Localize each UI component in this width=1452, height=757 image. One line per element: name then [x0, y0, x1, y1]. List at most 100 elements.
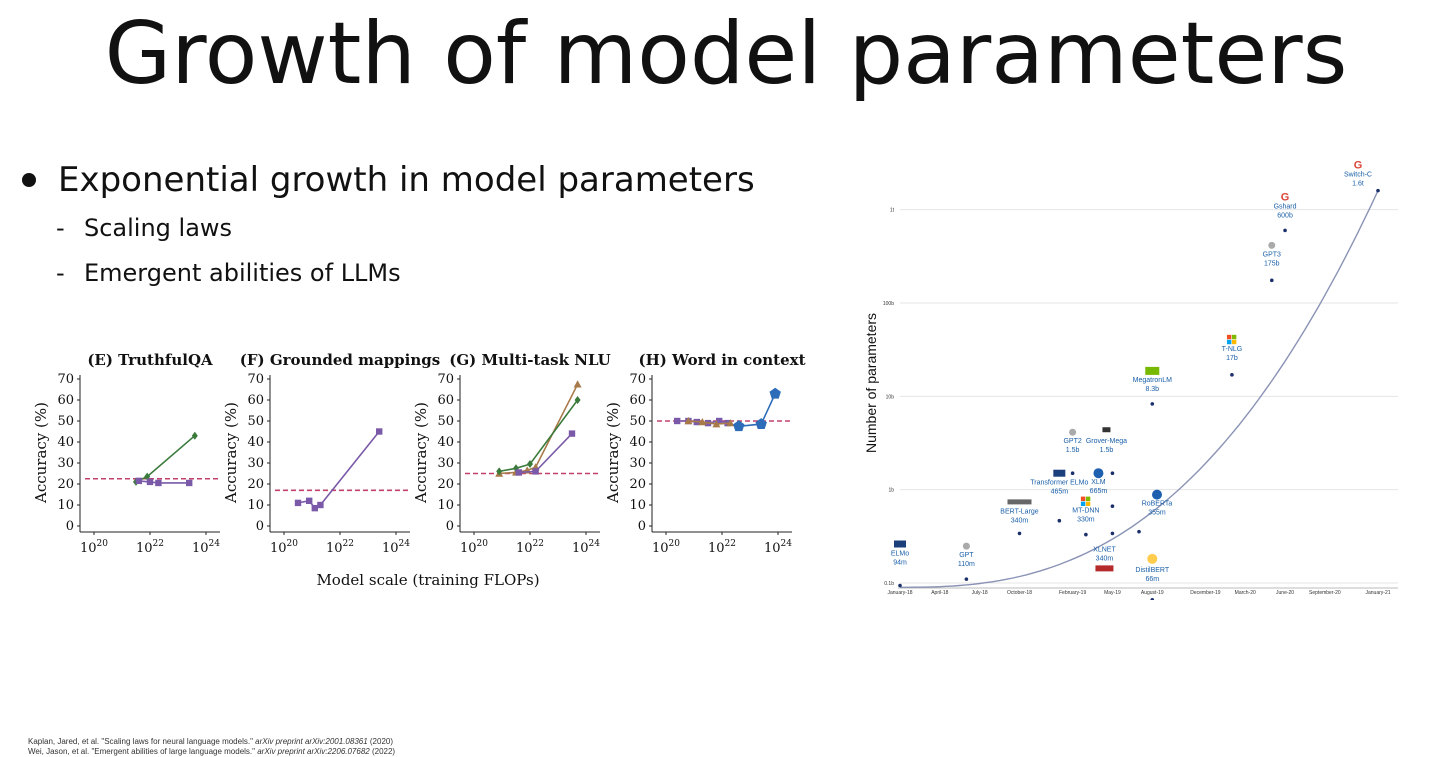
data-point [527, 460, 533, 469]
model-point: RoBERTa 355m [1137, 489, 1173, 534]
data-point [674, 417, 681, 425]
y-tick-label: 40 [629, 435, 646, 450]
data-point [1084, 532, 1088, 537]
y-tick-label: 10 [437, 498, 454, 513]
data-point [496, 467, 503, 476]
model-size: 1.5b [1066, 447, 1080, 454]
panel-2: (F) Grounded mappings0102030405060701020… [222, 351, 440, 556]
y-tick-label: 0 [256, 519, 264, 534]
model-size: 665m [1090, 488, 1108, 495]
y-tick-label: 30 [57, 456, 74, 471]
y-tick-label: 50 [437, 414, 454, 429]
y-tick-label: 100b [883, 301, 894, 307]
sub-bullet-text: Scaling laws [84, 214, 233, 242]
data-point [716, 417, 723, 425]
y-tick-label: 0 [638, 519, 646, 534]
y-tick-label: 10 [57, 498, 74, 513]
model-size: 330m [1077, 517, 1095, 524]
model-point: GPT 110m [958, 542, 975, 581]
y-tick-label: 60 [247, 393, 264, 408]
data-point [726, 419, 735, 427]
data-point [1110, 531, 1115, 536]
data-point [573, 380, 582, 388]
x-tick-label: 1020 [652, 539, 680, 556]
cmu-logo-icon [1095, 565, 1114, 572]
y-tick-label: 60 [57, 393, 74, 408]
y-tick-label: 20 [437, 477, 454, 492]
data-point [311, 504, 318, 512]
model-size: 66m [1145, 576, 1159, 583]
data-point [898, 583, 902, 588]
slide-title: Growth of model parameters [104, 4, 1348, 104]
model-name: GPT3 [1263, 251, 1281, 258]
y-tick-label: 30 [437, 456, 454, 471]
sub-bullet-item: - Emergent abilities of LLMs [56, 259, 401, 287]
x-tick-label: August-19 [1141, 590, 1164, 596]
y-tick-label: 20 [57, 477, 74, 492]
x-tick-label: 1022 [326, 539, 354, 556]
model-point: Grover-Mega 1.5b [1086, 427, 1127, 476]
data-point [1057, 518, 1062, 523]
data-point [712, 420, 721, 428]
data-point [698, 418, 707, 426]
data-point [1110, 471, 1115, 476]
model-point: MT-DNN 330m [1072, 496, 1099, 537]
y-axis-label: Accuracy (%) [412, 402, 430, 504]
x-tick-label: May-19 [1104, 590, 1121, 596]
y-tick-label: 70 [437, 372, 454, 387]
model-name: MegatronLM [1133, 377, 1172, 384]
bullet-list: Exponential growth in model parameters -… [22, 160, 755, 296]
sub-bullet-item: - Scaling laws [56, 214, 233, 242]
x-tick-label: 1020 [270, 539, 298, 556]
y-tick-label: 70 [57, 372, 74, 387]
model-name: BERT-Large [1000, 508, 1038, 515]
google-logo-icon: G [1354, 160, 1363, 172]
microsoft-logo-icon [1080, 501, 1086, 507]
bullet-dot-icon [22, 173, 36, 187]
model-size: 465m [1051, 489, 1069, 496]
model-name: Gshard [1274, 203, 1297, 210]
data-point [144, 472, 151, 481]
model-size: 355m [1148, 510, 1166, 517]
microsoft-logo-icon [1085, 501, 1091, 507]
model-size: 175b [1264, 260, 1280, 267]
data-point [1376, 188, 1380, 193]
model-point: Transformer ELMo 465m [1030, 469, 1088, 523]
y-tick-label: 50 [247, 414, 264, 429]
google-logo-icon: G [1281, 191, 1290, 203]
x-tick-label: 1024 [572, 539, 600, 556]
model-size: 110m [958, 561, 975, 568]
ai2-logo-icon [894, 540, 906, 548]
facebook-logo-icon [1093, 468, 1104, 479]
model-name: XLNET [1093, 546, 1116, 553]
model-point: Switch-C 1.6t G [1344, 160, 1380, 193]
y-tick-label: 0 [66, 519, 74, 534]
data-point [317, 501, 324, 509]
data-point [733, 420, 745, 432]
x-tick-label: 1022 [516, 539, 544, 556]
hugging-face-logo-icon [1147, 553, 1158, 564]
panel-title: (F) Grounded mappings [240, 351, 440, 369]
y-tick-label: 60 [437, 393, 454, 408]
openai-logo-icon [1268, 241, 1276, 249]
x-tick-label: 1022 [136, 539, 164, 556]
data-point [515, 469, 522, 476]
ai2-logo-icon [1053, 469, 1066, 477]
sub-bullet-list: - Scaling laws - Emergent abilities of LLM… [22, 206, 755, 296]
microsoft-logo-icon [1226, 339, 1232, 345]
y-tick-label: 10b [886, 394, 895, 400]
w-logo-icon [1102, 427, 1111, 433]
microsoft-logo-icon [1226, 334, 1232, 340]
openai-logo-icon [962, 542, 970, 550]
data-point [574, 396, 581, 404]
model-name: Switch-C [1344, 172, 1372, 179]
model-size: 1.5b [1100, 447, 1114, 454]
model-name: RoBERTa [1142, 501, 1173, 508]
model-point: GPT2 1.5b [1063, 428, 1082, 476]
data-point [191, 431, 198, 440]
data-point [294, 499, 302, 507]
y-tick-label: 10 [629, 498, 646, 513]
y-tick-label: 70 [247, 372, 264, 387]
